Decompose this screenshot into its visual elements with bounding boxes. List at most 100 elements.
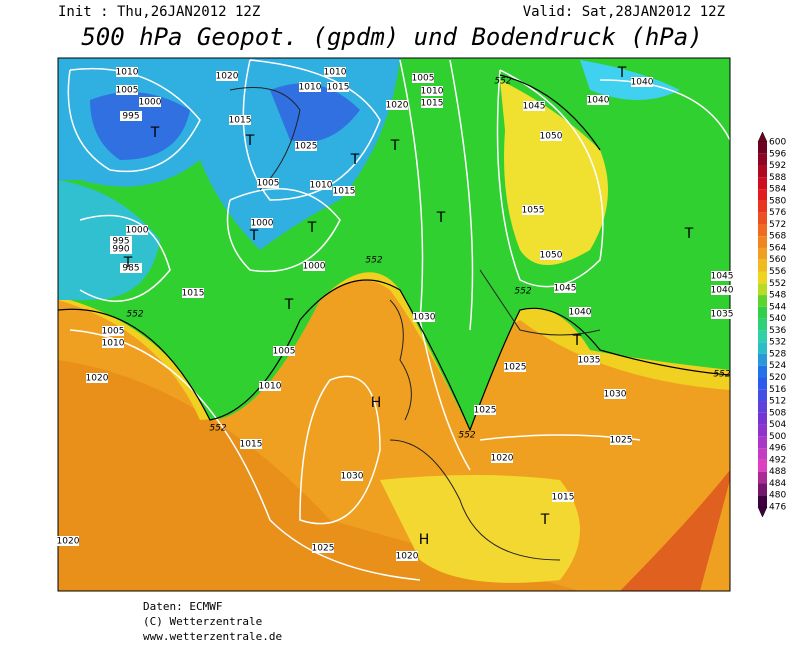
colorbar-label: 488	[769, 467, 786, 477]
isobar-label-bg	[610, 435, 632, 445]
isobar-label: 1010	[310, 181, 333, 191]
isobar-label: 1030	[604, 390, 627, 400]
colorbar-cell	[758, 212, 767, 225]
isobar-label: 1015	[182, 289, 205, 299]
colorbar-label: 580	[769, 196, 786, 206]
isobar-label: 1035	[578, 356, 601, 366]
colorbar-label: 484	[769, 479, 786, 489]
colorbar-cell	[758, 153, 767, 166]
isobar-label: 1035	[711, 310, 734, 320]
isobar-label: 1000	[139, 98, 162, 108]
colorbar-label: 536	[769, 326, 786, 336]
pressure-center: T	[540, 512, 550, 528]
pressure-center: T	[617, 65, 627, 81]
isobar-label-bg	[711, 285, 733, 295]
isobar-label-bg	[273, 346, 295, 356]
colorbar-cell	[758, 165, 767, 178]
isobar-label-bg	[120, 111, 142, 121]
isobar-label-bg	[540, 250, 562, 260]
isobar-label: 1050	[540, 251, 563, 261]
isobar-label: 1055	[522, 206, 545, 216]
isobar-label: 1015	[552, 493, 575, 503]
pressure-center: T	[350, 152, 360, 168]
isobar-label-bg	[631, 77, 653, 87]
isobar-label: 995	[122, 112, 139, 122]
isobar-label: 1010	[421, 87, 444, 97]
contour-label: 552	[365, 256, 382, 266]
isobar-label-bg	[569, 307, 591, 317]
colorbar-cell	[758, 389, 767, 402]
colorbar-cell	[758, 424, 767, 437]
isobar-label-bg	[102, 338, 124, 348]
colorbar-label: 552	[769, 279, 786, 289]
isobar-label: 995	[112, 237, 129, 247]
isobar-label-bg	[229, 115, 251, 125]
isobar-label-bg	[523, 101, 545, 111]
isobar-label: 1025	[610, 436, 633, 446]
isobar-label-bg	[182, 288, 204, 298]
pressure-center: T	[684, 226, 694, 242]
isobar-label-bg	[257, 178, 279, 188]
colorbar-label: 476	[769, 503, 786, 513]
colorbar-cell	[758, 142, 767, 154]
isobar-label-bg	[554, 283, 576, 293]
isobar-label-bg	[57, 536, 79, 546]
isobar-label: 1025	[295, 142, 318, 152]
isobar-label-bg	[139, 97, 161, 107]
colorbar-cell	[758, 495, 767, 507]
isobar-label: 1020	[57, 537, 80, 547]
footer: www.wetterzentrale.de	[143, 630, 282, 643]
isobar-label: 1020	[216, 72, 239, 82]
isobar-label-bg	[604, 389, 626, 399]
isobar-label-bg	[259, 381, 281, 391]
isobar-label: 1005	[102, 327, 125, 337]
colorbar-label: 512	[769, 397, 786, 407]
cyan-area	[580, 60, 680, 100]
colorbar-cell	[758, 436, 767, 449]
contour-label: 552	[126, 310, 143, 320]
pressure-center: H	[419, 532, 430, 548]
isobar-label-bg	[396, 551, 418, 561]
contour-label: 552	[209, 424, 226, 434]
isobar-label-bg	[578, 355, 600, 365]
contour-label: 552	[713, 370, 730, 380]
pressure-center: T	[284, 297, 294, 313]
isobar-label: 985	[122, 264, 139, 274]
geopotential-lines	[58, 74, 730, 432]
isobar-label: 1025	[474, 406, 497, 416]
colorbar-cell	[758, 448, 767, 460]
isobar-label: 1025	[312, 544, 335, 554]
pressure-center: T	[390, 138, 400, 154]
colorbar-label: 548	[769, 291, 786, 301]
isobar-label: 1015	[421, 99, 444, 109]
colorbar-label: 584	[769, 185, 786, 195]
colorbar-cell	[758, 401, 767, 413]
isobar-label-bg	[312, 543, 334, 553]
colorbar-cell	[758, 330, 767, 343]
colorbar-cell	[758, 247, 767, 260]
isobar-label: 1015	[327, 83, 350, 93]
isobar-label: 1020	[386, 101, 409, 111]
colorbar-cell	[758, 412, 767, 425]
isobar-label-bg	[552, 492, 574, 502]
isobar-label: 1005	[116, 86, 139, 96]
isobar-label: 1005	[412, 74, 435, 84]
pressure-center: T	[245, 133, 255, 149]
isobar-label-bg	[324, 67, 346, 77]
colorbar-cell	[758, 306, 767, 319]
isobar-label: 1015	[333, 187, 356, 197]
isobar-label: 1005	[257, 179, 280, 189]
isobar-label: 1020	[86, 374, 109, 384]
isobar-label: 990	[112, 245, 129, 255]
contour-label: 552	[458, 431, 475, 441]
colorbar-label: 576	[769, 208, 786, 218]
isobar-label: 1000	[126, 226, 149, 236]
isobar-label-bg	[86, 373, 108, 383]
colorbar-cell	[758, 353, 767, 366]
colorbar-cell	[758, 200, 767, 213]
pressure-center: T	[123, 255, 133, 271]
footer: Daten: ECMWF	[143, 600, 222, 613]
colorbar-label: 516	[769, 385, 786, 395]
isobar-label-bg	[251, 218, 273, 228]
colorbar-label: 596	[769, 149, 786, 159]
